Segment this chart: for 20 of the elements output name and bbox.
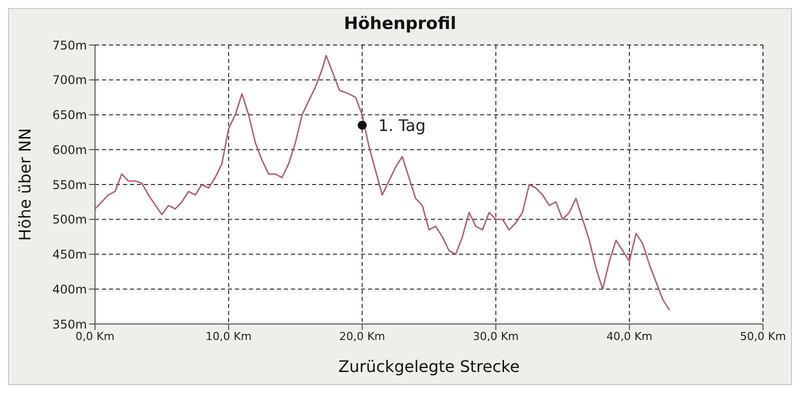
y-tick-label: 700m — [52, 73, 87, 88]
y-tick-label: 400m — [52, 282, 87, 296]
x-tick-label: 20,0 Km — [339, 330, 386, 343]
y-tick-label: 350m — [52, 317, 87, 332]
x-axis-title: Zurückgelegte Strecke — [338, 357, 520, 376]
x-tick-label: 30,0 Km — [472, 330, 519, 343]
x-tick-label: 10,0 Km — [206, 330, 252, 343]
y-tick-label: 550m — [52, 178, 87, 192]
annotation: 1. Tag — [378, 116, 426, 135]
y-tick-label: 650m — [52, 108, 87, 122]
y-tick-label: 450m — [52, 248, 87, 262]
x-tick-label: 40,0 Km — [606, 330, 652, 343]
x-tick-label: 50,0 Km — [740, 330, 786, 343]
x-tick-label: 0,0 Km — [76, 330, 114, 343]
line-series — [95, 54, 670, 311]
chart-title: Höhenprofil — [342, 13, 458, 36]
y-tick-label: 500m — [52, 212, 87, 227]
y-tick-label: 750m — [52, 38, 87, 52]
y-axis-title: Höhe über NN — [16, 128, 35, 241]
y-tick-label: 600m — [52, 142, 87, 157]
